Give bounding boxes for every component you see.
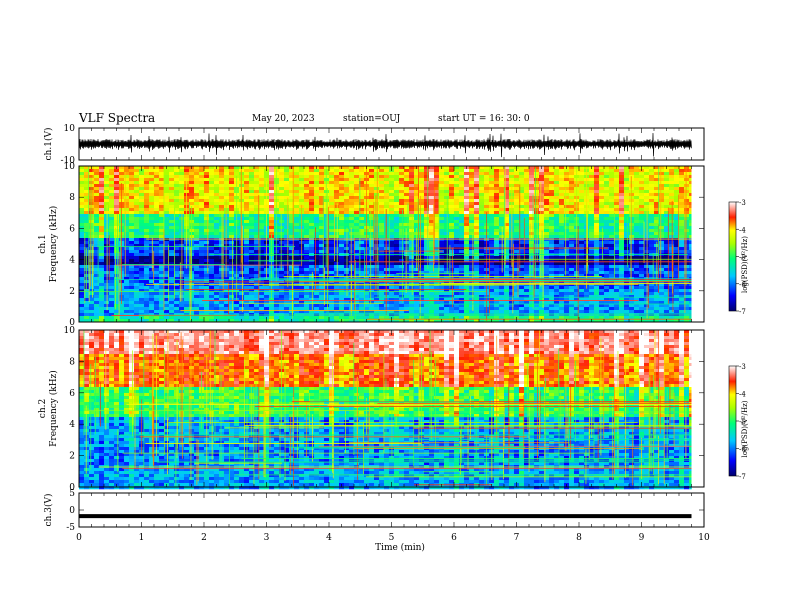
x-tick-label: 2 (201, 533, 207, 543)
colorbar-p2 (728, 201, 737, 312)
x-axis-label: Time (min) (375, 542, 425, 553)
y-tick-label-p3: 4 (69, 420, 75, 430)
station-label: station=OUJ (343, 114, 401, 124)
ch1-spectrogram (79, 166, 704, 323)
colorbar-tick-label: -7 (739, 473, 746, 481)
y-tick-label-p1: 10 (64, 124, 76, 134)
x-tick-label: 9 (639, 533, 645, 543)
colorbar-tick-label: -6 (739, 281, 746, 289)
x-tick-label: 7 (514, 533, 520, 543)
start-time-label: start UT = 16: 30: 0 (438, 114, 530, 124)
x-tick-label: 10 (698, 533, 710, 543)
y-axis-label-p2: ch.1 (38, 234, 48, 253)
y-tick-label-p3: 10 (64, 326, 76, 336)
chart-title: VLF Spectra (79, 111, 156, 125)
colorbar-tick-label: -4 (739, 226, 746, 234)
x-tick-label: 4 (326, 533, 332, 543)
panel-frame-4 (78, 492, 705, 528)
ch2-spectrogram (79, 330, 704, 490)
y-tick-label-p3: 2 (69, 452, 75, 462)
y-axis-label-p2-line2: Frequency (kHz) (48, 206, 59, 283)
colorbar-tick-label: -6 (739, 446, 746, 454)
y-tick-label-p2: 0 (69, 318, 75, 328)
x-tick-label: 8 (576, 533, 582, 543)
date-label: May 20, 2023 (252, 114, 315, 124)
colorbar-tick-label: -5 (739, 418, 746, 426)
y-tick-label-p2: 6 (69, 224, 75, 234)
y-axis-label-p1: ch.1(V) (43, 128, 54, 161)
y-axis-label-p3: ch.2 (38, 399, 48, 418)
x-tick-label: 6 (451, 533, 457, 543)
x-tick-label: 1 (139, 533, 145, 543)
colorbar-label-p2: log(PSD)(V²/Hz) (741, 236, 749, 293)
colorbar-tick-label: -3 (739, 199, 746, 207)
y-tick-label-p1: -10 (61, 156, 76, 166)
y-tick-label-p2: 8 (69, 193, 75, 203)
y-axis-label-p3-line2: Frequency (kHz) (48, 370, 59, 447)
y-tick-label-p3: 0 (69, 483, 75, 493)
y-tick-label-p2: 4 (69, 256, 75, 266)
x-tick-label: 5 (389, 533, 395, 543)
y-tick-label-p2: 2 (69, 287, 75, 297)
y-axis-label-p4: ch.3(V) (43, 494, 54, 527)
colorbar-tick-label: -5 (739, 254, 746, 262)
ch1-waveform-line (78, 133, 692, 158)
colorbar-tick-label: -7 (739, 308, 746, 316)
y-tick-label-p3: 8 (69, 357, 75, 367)
y-tick-label-p4: 0 (69, 506, 75, 516)
y-tick-label-p2: 10 (64, 162, 76, 172)
x-tick-label: 3 (264, 533, 270, 543)
colorbar-tick-label: -4 (739, 391, 746, 399)
colorbar-p3 (728, 365, 737, 477)
y-tick-label-p4: 5 (69, 489, 75, 499)
colorbar-label-p3: log(PSD)(V²/Hz) (741, 400, 749, 457)
colorbar-tick-label: -3 (739, 363, 746, 371)
y-tick-label-p3: 6 (69, 389, 75, 399)
y-tick-label-p4: -5 (66, 523, 75, 533)
x-tick-label: 0 (76, 533, 82, 543)
